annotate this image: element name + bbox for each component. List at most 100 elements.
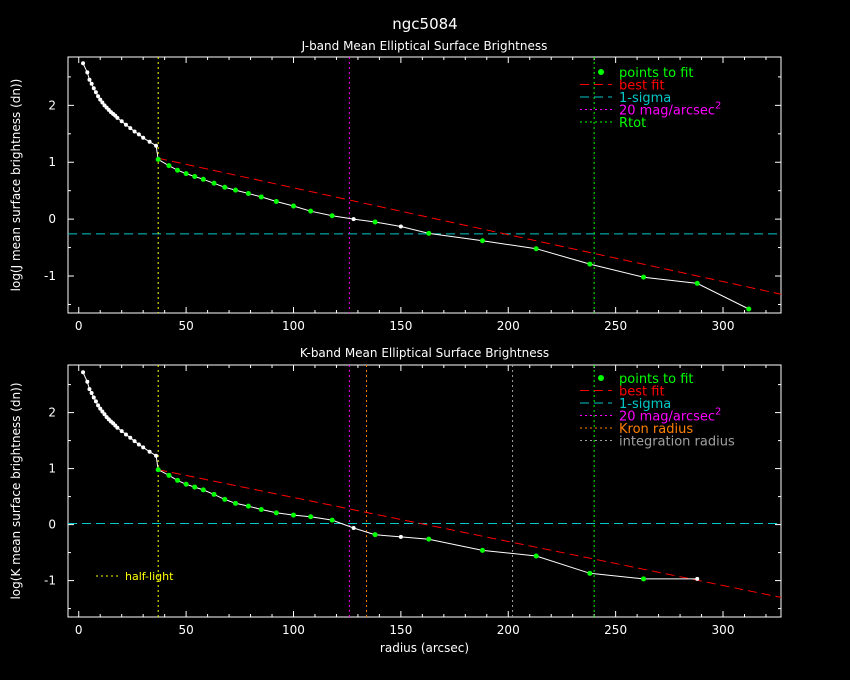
- y-tick-label: 0: [48, 518, 56, 532]
- legend-superscript: 2: [715, 407, 721, 418]
- y-tick-label: 1: [48, 155, 56, 169]
- fit-point: [192, 484, 198, 490]
- profile-point: [100, 100, 105, 105]
- fit-point: [372, 532, 378, 538]
- fit-point: [192, 173, 198, 179]
- profile-point: [398, 534, 403, 539]
- profile-point: [128, 435, 133, 440]
- profile-point: [141, 445, 146, 450]
- legend-label-integration: integration radius: [619, 435, 735, 450]
- profile-point: [93, 399, 98, 404]
- fit-point: [245, 503, 251, 509]
- legend-swatch-points: [598, 375, 604, 381]
- x-tick-label: 300: [712, 319, 735, 333]
- legend-label-points: points to fit: [619, 66, 694, 81]
- fit-point: [479, 238, 485, 244]
- fit-point: [329, 213, 335, 219]
- profile-point: [128, 126, 133, 131]
- fit-point: [155, 467, 161, 473]
- fit-point: [166, 472, 172, 478]
- y-tick-label: 1: [48, 462, 56, 476]
- y-tick-label: -1: [44, 574, 56, 588]
- fit-point: [641, 274, 647, 280]
- x-tick-label: 50: [178, 319, 193, 333]
- legend-label-sigma: 1-sigma: [619, 397, 671, 412]
- x-tick-label: 50: [178, 623, 193, 637]
- profile-point: [141, 135, 146, 140]
- x-tick-label: 0: [75, 623, 83, 637]
- fit-point: [479, 547, 485, 553]
- x-tick-label: 250: [604, 623, 627, 637]
- x-tick-label: 150: [389, 319, 412, 333]
- legend-label-rtot: Rtot: [619, 116, 646, 131]
- fit-point: [273, 198, 279, 204]
- profile-point: [87, 77, 92, 82]
- profile-point: [119, 119, 124, 124]
- fit-point: [245, 191, 251, 197]
- profile-point: [398, 224, 403, 229]
- x-tick-label: 150: [389, 623, 412, 637]
- profile-point: [136, 442, 141, 447]
- fit-point: [290, 203, 296, 209]
- x-tick-label: 200: [497, 319, 520, 333]
- profile-point: [81, 370, 86, 375]
- profile-point: [154, 453, 159, 458]
- legend-label-mag20: 20 mag/arcsec2: [619, 407, 721, 425]
- fit-point: [533, 246, 539, 252]
- fit-point: [426, 536, 432, 542]
- y-tick-label: 2: [48, 98, 56, 112]
- fit-point: [175, 477, 181, 483]
- fit-point: [200, 176, 206, 182]
- fit-point: [200, 487, 206, 493]
- profile-point: [93, 90, 98, 95]
- y-axis-label: log(J mean surface brightness (dn)): [9, 79, 23, 292]
- profile-point: [351, 525, 356, 530]
- fit-point: [258, 506, 264, 512]
- fit-point: [290, 512, 296, 518]
- profile-point: [96, 94, 101, 99]
- fit-point: [211, 180, 217, 186]
- fit-point: [329, 517, 335, 523]
- y-tick-label: 0: [48, 212, 56, 226]
- fit-point: [273, 510, 279, 516]
- profile-point: [91, 395, 96, 400]
- profile-point: [115, 425, 120, 430]
- fit-point: [308, 514, 314, 520]
- best-fit-line: [158, 157, 782, 295]
- profile-point: [123, 432, 128, 437]
- y-tick-label: -1: [44, 269, 56, 283]
- fit-point: [533, 553, 539, 559]
- x-tick-label: 0: [75, 319, 83, 333]
- x-axis-label: radius (arcsec): [380, 641, 469, 655]
- fit-point: [587, 261, 593, 267]
- fit-point: [587, 570, 593, 576]
- profile-point: [132, 439, 137, 444]
- profile-point: [98, 406, 103, 411]
- profile-point: [98, 97, 103, 102]
- fit-point: [258, 194, 264, 200]
- panel-title: J-band Mean Elliptical Surface Brightnes…: [301, 39, 548, 53]
- fit-point: [233, 187, 239, 193]
- fit-point: [211, 491, 217, 497]
- profile-point: [115, 115, 120, 120]
- profile-point: [132, 129, 137, 134]
- legend-label-best_fit: best fit: [619, 385, 665, 400]
- fit-point: [155, 156, 161, 162]
- fit-point: [175, 167, 181, 173]
- fit-point: [233, 500, 239, 506]
- panel-title: K-band Mean Elliptical Surface Brightnes…: [300, 346, 549, 360]
- profile-point: [100, 409, 105, 414]
- axes-frame: [67, 56, 782, 314]
- profile-point: [695, 576, 700, 581]
- profile-point: [85, 379, 90, 384]
- legend-label-kron: Kron radius: [619, 422, 693, 437]
- legend-label-sigma: 1-sigma: [619, 91, 671, 106]
- x-tick-label: 300: [712, 623, 735, 637]
- legend-superscript: 2: [715, 101, 721, 112]
- profile-point: [147, 449, 152, 454]
- profile-point: [91, 86, 96, 91]
- x-tick-label: 200: [497, 623, 520, 637]
